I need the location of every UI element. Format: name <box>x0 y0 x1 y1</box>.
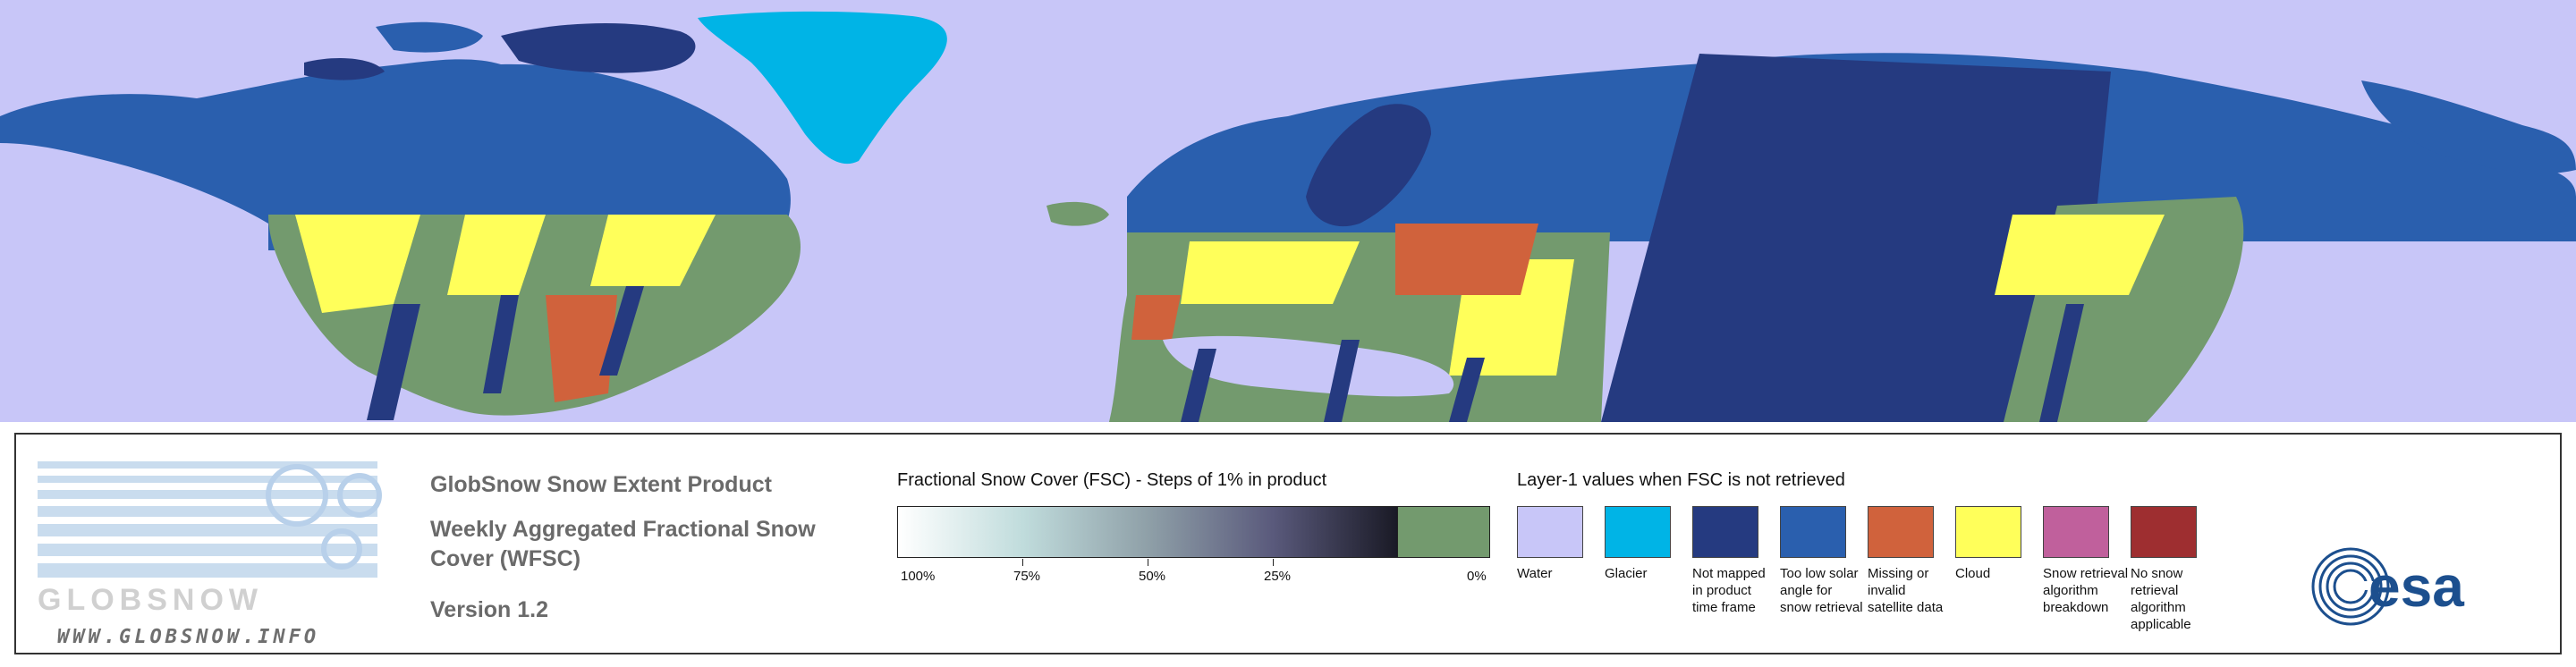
arctic-islands <box>501 22 696 73</box>
layer1-swatch <box>1517 506 1583 558</box>
na-missing-1 <box>546 295 617 402</box>
globsnow-logo: GLOBSNOW WWW.GLOBSNOW.INFO <box>38 451 413 648</box>
arctic-islands-2 <box>376 21 483 53</box>
layer1-swatch <box>1692 506 1758 558</box>
scandinavia <box>1306 104 1431 227</box>
eurasia-notmapped <box>1601 54 2111 422</box>
layer1-title: Layer-1 values when FSC is not retrieved <box>1517 470 1845 490</box>
na-notmapped-3 <box>599 286 644 376</box>
fsc-tick-label: 25% <box>1264 569 1292 584</box>
na-cloud-band-3 <box>590 215 716 286</box>
layer1-label: Missing or invalid satellite data <box>1868 566 1944 615</box>
fsc-gradient-bar <box>897 506 1398 558</box>
na-cloud-band-2 <box>447 215 546 295</box>
esa-emblem: esa <box>2311 547 2464 626</box>
snow-cover-map <box>0 0 2576 422</box>
fsc-tick-label: 0% <box>1467 569 1487 584</box>
layer1-swatch <box>1605 506 1671 558</box>
mediterranean <box>1163 335 1454 397</box>
na-notmapped-1 <box>367 304 420 420</box>
layer1-label: No snow retrieval algorithm applicable <box>2131 566 2191 632</box>
map-land-layer <box>0 11 2576 422</box>
east-asia-cloud <box>1995 215 2165 295</box>
layer1-swatch <box>1780 506 1846 558</box>
na-notmapped-2 <box>483 295 519 393</box>
fsc-tick-mark <box>1273 559 1274 566</box>
fsc-tick-label: 50% <box>1139 569 1166 584</box>
layer1-swatch <box>2043 506 2109 558</box>
layer1-swatch <box>2131 506 2197 558</box>
layer1-label: Snow retrieval algorithm breakdown <box>2043 566 2129 615</box>
globsnow-emblem: GLOBSNOW <box>38 461 382 617</box>
europe-notmapped-3 <box>1449 358 1485 422</box>
layer1-swatch <box>1955 506 2021 558</box>
layer1-label: Cloud <box>1955 566 1991 581</box>
esa-logo: esa <box>2306 542 2547 631</box>
globsnow-wordmark: GLOBSNOW <box>38 583 263 617</box>
japan <box>2180 206 2228 287</box>
layer1-label: Not mapped in product time frame <box>1692 566 1766 615</box>
europe-missing-1 <box>1395 224 1538 295</box>
fsc-tick-label: 100% <box>901 569 936 584</box>
europe-notmapped-1 <box>1181 349 1216 422</box>
fsc-tick-label: 75% <box>1013 569 1041 584</box>
greenland <box>698 11 947 165</box>
europe-cloud-1 <box>1181 241 1360 304</box>
na-cloud-band-1 <box>295 215 420 313</box>
layer1-label: Glacier <box>1605 566 1648 581</box>
layer1-label: Water <box>1517 566 1553 581</box>
esa-wordmark: esa <box>2368 554 2464 619</box>
product-subtitle: Weekly Aggregated Fractional Snow Cover … <box>430 517 816 571</box>
legend-panel: GLOBSNOW WWW.GLOBSNOW.INFO GlobSnow Snow… <box>14 433 2562 654</box>
fsc-tick-mark <box>1022 559 1023 566</box>
arctic-islands-3 <box>304 58 385 80</box>
product-version: Version 1.2 <box>430 597 549 622</box>
far-east <box>2361 80 2576 173</box>
europe-notmapped-2 <box>1324 340 1360 422</box>
logo-url: WWW.GLOBSNOW.INFO <box>57 626 320 648</box>
layer1-swatch <box>1868 506 1934 558</box>
east-asia-notmapped <box>2039 304 2084 422</box>
layer1-label: Too low solar angle for snow retrieval <box>1780 566 1863 615</box>
product-title: GlobSnow Snow Extent Product <box>430 472 772 497</box>
europe-missing-2 <box>1131 295 1181 340</box>
fsc-zero-swatch <box>1398 506 1490 558</box>
fsc-scale-title: Fractional Snow Cover (FSC) - Steps of 1… <box>897 470 1327 490</box>
north-america-north <box>0 59 791 250</box>
iceland <box>1046 201 1109 226</box>
